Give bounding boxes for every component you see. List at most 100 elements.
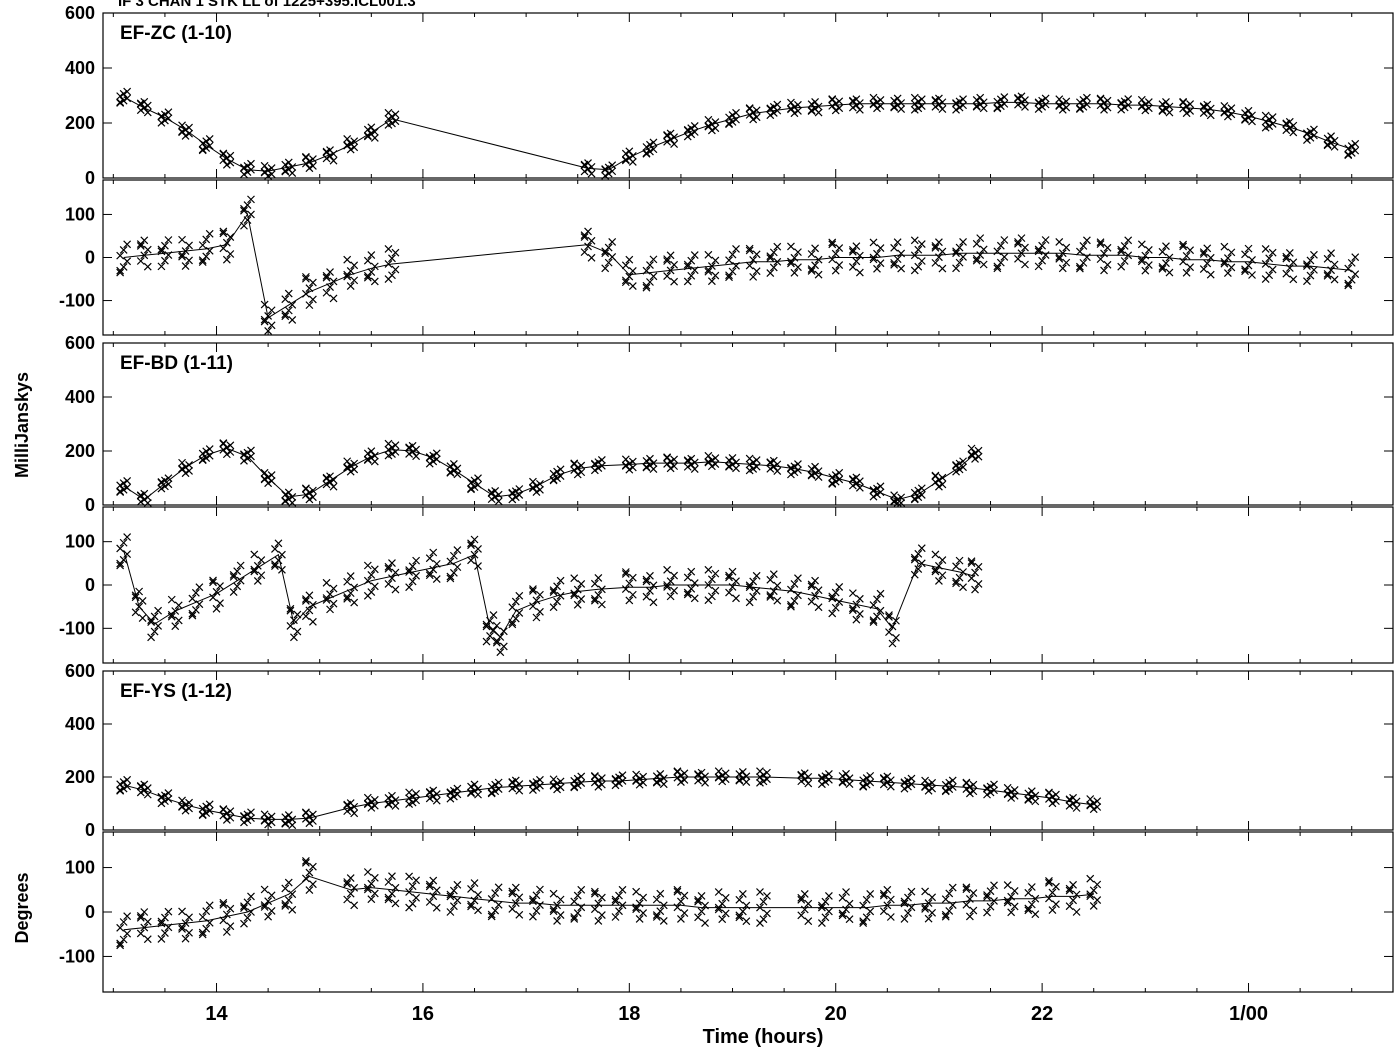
data-point	[869, 492, 878, 501]
data-point	[185, 123, 193, 132]
data-point	[1003, 898, 1012, 907]
data-point	[732, 115, 740, 124]
data-point	[934, 100, 943, 109]
data-point	[1144, 98, 1153, 107]
amplitude-panel-frame	[102, 342, 1394, 506]
data-point	[301, 874, 310, 883]
data-point	[487, 788, 496, 797]
data-point	[123, 533, 132, 541]
data-point	[628, 573, 637, 582]
data-point	[917, 257, 926, 265]
data-point	[205, 135, 214, 143]
data-point	[388, 574, 396, 583]
data-point	[807, 582, 816, 591]
data-point	[384, 451, 393, 460]
data-point	[1000, 93, 1009, 102]
data-point	[281, 166, 290, 175]
data-point	[508, 889, 517, 898]
data-point	[1075, 262, 1084, 271]
data-point	[773, 242, 782, 251]
data-point	[326, 152, 334, 161]
data-point	[811, 98, 820, 106]
data-point	[164, 795, 173, 803]
data-point	[680, 909, 689, 918]
data-point	[240, 818, 248, 827]
data-point	[1045, 788, 1053, 797]
data-point	[384, 895, 393, 904]
data-point	[116, 780, 125, 789]
data-point	[890, 258, 899, 267]
data-point	[996, 95, 1005, 104]
data-point	[972, 256, 981, 265]
data-point	[577, 779, 586, 787]
data-point	[1065, 801, 1074, 810]
data-point	[116, 266, 125, 275]
data-point	[807, 106, 816, 115]
data-point	[1010, 902, 1019, 911]
data-point	[367, 123, 376, 132]
data-point	[814, 467, 823, 476]
data-point	[185, 928, 193, 937]
data-point	[178, 458, 186, 467]
data-point	[1265, 115, 1274, 124]
data-point	[1100, 99, 1108, 107]
data-point	[1065, 902, 1074, 911]
data-point	[1062, 97, 1071, 106]
data-point	[515, 910, 524, 919]
data-point	[652, 895, 661, 904]
data-point	[866, 778, 875, 787]
data-point	[570, 459, 579, 468]
data-point	[1241, 265, 1249, 274]
data-point	[425, 898, 434, 906]
data-point	[243, 816, 252, 825]
data-point	[219, 900, 228, 909]
data-point	[143, 101, 152, 110]
data-point	[515, 786, 524, 795]
data-point	[178, 127, 186, 136]
data-point	[890, 102, 899, 111]
data-point	[1055, 237, 1064, 246]
data-point	[983, 891, 991, 899]
data-point	[804, 779, 813, 788]
data-point	[732, 244, 740, 253]
data-point	[405, 568, 414, 576]
data-point	[1082, 236, 1091, 245]
data-point	[1017, 98, 1026, 107]
data-point	[123, 782, 132, 791]
data-point	[281, 884, 290, 893]
data-point	[515, 780, 524, 789]
data-point	[597, 585, 606, 594]
data-point	[147, 633, 156, 642]
data-point	[350, 465, 359, 474]
data-point	[267, 321, 276, 330]
data-point	[308, 486, 317, 495]
data-point	[948, 776, 957, 785]
data-point	[642, 266, 651, 275]
data-point	[515, 491, 524, 499]
data-point	[164, 474, 173, 483]
data-point	[666, 135, 675, 144]
data-point	[529, 587, 537, 595]
data-point	[876, 102, 885, 110]
data-point	[921, 776, 930, 785]
data-point	[824, 907, 833, 916]
data-point	[1086, 892, 1095, 901]
data-point	[1096, 240, 1105, 248]
data-point	[666, 592, 675, 601]
data-point	[205, 901, 214, 910]
data-point	[1179, 257, 1188, 266]
data-point	[226, 904, 235, 913]
data-point	[284, 289, 293, 298]
data-point	[185, 913, 193, 922]
data-point	[962, 785, 971, 793]
data-point	[1010, 786, 1019, 794]
data-point	[790, 579, 799, 588]
data-point	[714, 773, 723, 781]
data-point	[1086, 890, 1095, 899]
data-point	[425, 787, 434, 796]
data-point	[322, 154, 331, 163]
phase-panel-frame	[102, 831, 1394, 993]
data-point	[247, 814, 255, 822]
data-point	[807, 250, 816, 258]
data-point	[1351, 146, 1360, 155]
